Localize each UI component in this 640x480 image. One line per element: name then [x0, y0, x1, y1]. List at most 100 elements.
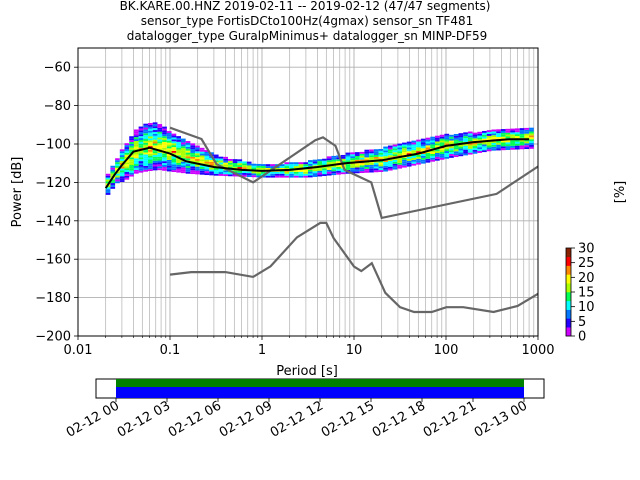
- density-cell: [387, 147, 393, 150]
- density-cell: [378, 156, 384, 159]
- plot-frame: [77, 47, 539, 337]
- density-cell: [477, 137, 483, 140]
- density-cell: [110, 184, 116, 187]
- density-cell: [317, 168, 323, 171]
- density-cell: [190, 151, 196, 153]
- density-cell: [425, 145, 431, 148]
- density-cell: [133, 144, 139, 147]
- density-cell: [439, 134, 445, 137]
- density-cell: [524, 131, 530, 134]
- density-cell: [312, 175, 318, 177]
- density-cell: [199, 168, 205, 171]
- density-cell: [166, 142, 172, 145]
- density-cell: [185, 164, 191, 167]
- density-cell: [162, 145, 167, 148]
- density-cell: [317, 166, 323, 169]
- density-cell: [477, 139, 483, 142]
- density-cell: [185, 146, 191, 149]
- density-cell: [148, 157, 153, 160]
- density-cell: [529, 137, 534, 140]
- density-cell: [138, 134, 144, 137]
- density-cell: [242, 167, 247, 170]
- colorbar-segment: [566, 305, 571, 308]
- density-cell: [133, 162, 139, 165]
- density-cell: [129, 170, 134, 173]
- density-cell: [133, 129, 139, 132]
- density-cell: [289, 175, 294, 178]
- density-cell: [190, 168, 196, 171]
- density-cell: [148, 167, 153, 170]
- density-cell: [124, 175, 130, 178]
- density-cell: [434, 137, 440, 140]
- density-cell: [350, 163, 356, 166]
- density-cell: [383, 159, 388, 162]
- density-cell: [425, 141, 431, 144]
- density-cell: [152, 133, 158, 136]
- density-cell: [195, 159, 200, 161]
- colorbar-segment: [566, 331, 571, 335]
- title-line3: datalogger_type GuralpMinimus+ datalogge…: [127, 29, 488, 43]
- density-cell: [491, 148, 497, 151]
- density-cell: [364, 159, 370, 162]
- density-cell: [449, 138, 454, 141]
- density-cell: [472, 138, 478, 141]
- density-cell: [416, 149, 421, 152]
- density-cell: [232, 166, 238, 169]
- density-cell: [143, 156, 149, 159]
- density-cell: [148, 144, 153, 147]
- density-cell: [138, 164, 144, 167]
- density-cell: [152, 151, 158, 154]
- density-cell: [416, 139, 421, 142]
- density-cell: [298, 173, 304, 176]
- density-cell: [345, 154, 351, 157]
- density-cell: [496, 129, 501, 132]
- density-cell: [185, 141, 191, 143]
- density-cell: [223, 158, 229, 161]
- colorbar-segment: [566, 254, 571, 258]
- density-cell: [162, 147, 167, 150]
- density-cell: [336, 172, 341, 175]
- density-cell: [453, 135, 459, 138]
- density-cell: [124, 143, 130, 146]
- density-cell: [143, 150, 149, 153]
- density-cell: [510, 130, 515, 133]
- density-cell: [430, 138, 435, 141]
- y-tick-label: −60: [44, 61, 71, 76]
- density-cell: [467, 131, 473, 134]
- density-cell: [115, 173, 120, 176]
- density-cell: [331, 165, 337, 168]
- density-cell: [119, 174, 125, 177]
- density-cell: [482, 136, 487, 139]
- density-cell: [166, 167, 172, 170]
- timeline-tick-label: 02-13 00: [472, 398, 530, 440]
- x-tick-label: 1000: [521, 343, 554, 358]
- density-cell: [162, 136, 167, 139]
- density-cell: [482, 142, 487, 145]
- density-cell: [383, 148, 388, 151]
- density-cell: [397, 147, 403, 150]
- density-cell: [190, 152, 196, 155]
- density-cell: [138, 130, 144, 133]
- density-cell: [242, 165, 247, 168]
- density-cell: [171, 143, 177, 146]
- density-cell: [326, 171, 332, 174]
- density-cell: [157, 143, 163, 146]
- density-cell: [519, 139, 525, 142]
- density-cell: [115, 158, 120, 161]
- density-cell: [115, 179, 120, 182]
- density-cell: [157, 133, 163, 136]
- density-cell: [331, 155, 337, 158]
- density-cell: [378, 164, 384, 167]
- density-cell: [482, 132, 487, 135]
- colorbar-segment: [566, 276, 571, 280]
- density-cell: [392, 146, 398, 149]
- density-cell: [105, 192, 111, 195]
- density-cell: [392, 154, 398, 157]
- density-cell: [138, 153, 144, 156]
- density-cell: [345, 160, 351, 163]
- density-cell: [119, 160, 125, 163]
- density-cell: [246, 161, 252, 164]
- colorbar-tick-label: 15: [578, 286, 595, 301]
- density-cell: [359, 155, 365, 158]
